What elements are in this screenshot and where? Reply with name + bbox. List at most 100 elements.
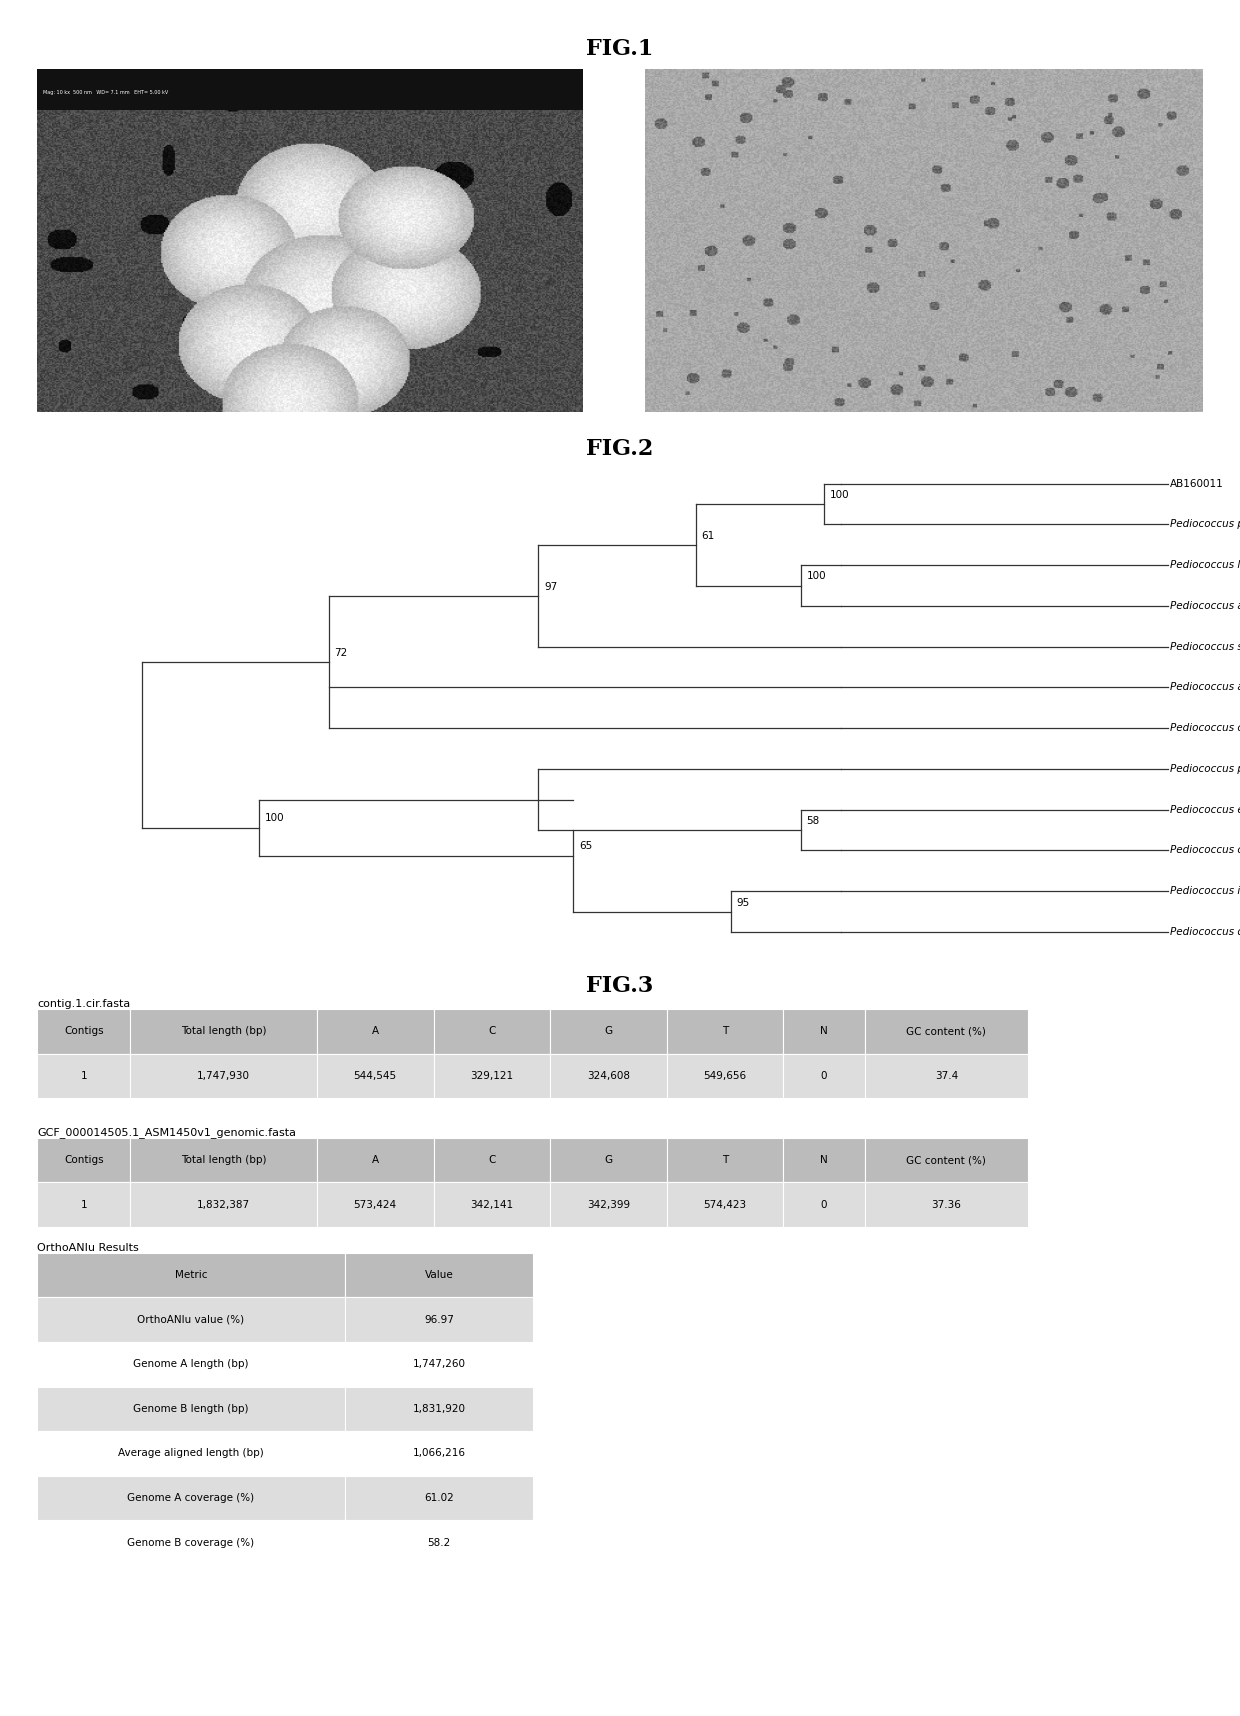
Bar <box>345 1476 533 1520</box>
Bar <box>317 1054 434 1098</box>
Text: 1: 1 <box>81 1071 87 1081</box>
Text: 1,832,387: 1,832,387 <box>197 1199 250 1210</box>
Text: Pediococcus argentinicus AM709786: Pediococcus argentinicus AM709786 <box>1171 683 1240 693</box>
Text: Pediococcus cellicola AY956788: Pediococcus cellicola AY956788 <box>1171 846 1240 856</box>
Text: C: C <box>489 1026 496 1036</box>
Bar <box>551 1009 667 1054</box>
Text: Pediococcus lolii BANK01000051: Pediococcus lolii BANK01000051 <box>1171 559 1240 570</box>
Bar <box>37 1009 130 1054</box>
Bar <box>130 1054 317 1098</box>
Text: 574,423: 574,423 <box>703 1199 746 1210</box>
Bar <box>864 1054 1028 1098</box>
Text: OrthoANIu Results: OrthoANIu Results <box>37 1242 139 1253</box>
Text: 97: 97 <box>544 582 558 592</box>
Bar <box>37 1182 130 1227</box>
Bar <box>551 1138 667 1182</box>
Text: 58.2: 58.2 <box>428 1538 450 1548</box>
Bar <box>345 1431 533 1476</box>
Text: 58: 58 <box>806 817 820 825</box>
Bar <box>345 1387 533 1431</box>
Text: Contigs: Contigs <box>64 1026 104 1036</box>
Bar <box>345 1342 533 1387</box>
Bar <box>345 1520 533 1565</box>
Text: Average aligned length (bp): Average aligned length (bp) <box>118 1448 264 1459</box>
Text: N: N <box>820 1155 828 1165</box>
Text: N: N <box>820 1026 828 1036</box>
Text: Total length (bp): Total length (bp) <box>181 1155 267 1165</box>
Text: Value: Value <box>424 1270 454 1280</box>
Text: 324,608: 324,608 <box>587 1071 630 1081</box>
Text: 100: 100 <box>264 813 284 824</box>
Bar <box>434 1138 551 1182</box>
Text: 1,747,260: 1,747,260 <box>413 1359 465 1369</box>
Text: 61.02: 61.02 <box>424 1493 454 1503</box>
Text: Metric: Metric <box>175 1270 207 1280</box>
Text: 72: 72 <box>335 649 347 657</box>
Text: Pediococcus pentosaceus AJ305321: Pediococcus pentosaceus AJ305321 <box>1171 520 1240 530</box>
Text: FIG.2: FIG.2 <box>587 438 653 460</box>
Text: contig.1.cir.fasta: contig.1.cir.fasta <box>37 999 130 1009</box>
Bar <box>864 1009 1028 1054</box>
Text: 0: 0 <box>821 1071 827 1081</box>
Text: G: G <box>604 1026 613 1036</box>
Bar <box>37 1138 130 1182</box>
Text: 1: 1 <box>81 1199 87 1210</box>
Bar <box>345 1253 533 1297</box>
Bar <box>37 1431 345 1476</box>
Text: Pediococcus acidilactici GL397069: Pediococcus acidilactici GL397069 <box>1171 601 1240 611</box>
Bar <box>784 1138 864 1182</box>
Bar <box>864 1138 1028 1182</box>
Bar <box>784 1009 864 1054</box>
Text: 65: 65 <box>579 841 593 851</box>
Bar <box>434 1054 551 1098</box>
Bar <box>37 69 583 110</box>
Text: Mag: 10 kx  500 nm   WD= 7.1 mm   EHT= 5.00 kV: Mag: 10 kx 500 nm WD= 7.1 mm EHT= 5.00 k… <box>42 91 167 94</box>
Bar <box>130 1009 317 1054</box>
Bar <box>434 1182 551 1227</box>
Text: FIG.1: FIG.1 <box>587 38 653 60</box>
Bar <box>130 1182 317 1227</box>
Text: 329,121: 329,121 <box>470 1071 513 1081</box>
Bar <box>667 1054 784 1098</box>
Text: OrthoANIu value (%): OrthoANIu value (%) <box>138 1314 244 1325</box>
Text: 342,399: 342,399 <box>587 1199 630 1210</box>
Text: 573,424: 573,424 <box>353 1199 397 1210</box>
Text: 37.36: 37.36 <box>931 1199 961 1210</box>
Text: C: C <box>489 1155 496 1165</box>
Bar <box>37 1520 345 1565</box>
Text: T: T <box>722 1155 728 1165</box>
Bar <box>551 1054 667 1098</box>
Text: Genome B coverage (%): Genome B coverage (%) <box>128 1538 254 1548</box>
Bar <box>37 1342 345 1387</box>
Text: 1,831,920: 1,831,920 <box>413 1404 465 1414</box>
Text: 61: 61 <box>702 530 714 541</box>
Bar <box>37 1054 130 1098</box>
Text: 0: 0 <box>821 1199 827 1210</box>
Bar <box>317 1009 434 1054</box>
Text: Pediococcus damnosus D87678: Pediococcus damnosus D87678 <box>1171 927 1240 937</box>
Text: 549,656: 549,656 <box>703 1071 746 1081</box>
Text: GC content (%): GC content (%) <box>906 1155 986 1165</box>
Text: Pediococcus inopinatus AJ271383: Pediococcus inopinatus AJ271383 <box>1171 885 1240 896</box>
Text: Genome A length (bp): Genome A length (bp) <box>133 1359 249 1369</box>
Bar <box>551 1182 667 1227</box>
Text: 1,066,216: 1,066,216 <box>413 1448 465 1459</box>
Text: 1,747,930: 1,747,930 <box>197 1071 250 1081</box>
Text: 37.4: 37.4 <box>935 1071 959 1081</box>
Text: Pediococcus ethanolidurans AY956789: Pediococcus ethanolidurans AY956789 <box>1171 805 1240 815</box>
Text: Total length (bp): Total length (bp) <box>181 1026 267 1036</box>
Text: Pediococcus claussenii CP003137: Pediococcus claussenii CP003137 <box>1171 722 1240 733</box>
Text: Genome B length (bp): Genome B length (bp) <box>133 1404 249 1414</box>
Text: 96.97: 96.97 <box>424 1314 454 1325</box>
Bar <box>784 1054 864 1098</box>
Text: Genome A coverage (%): Genome A coverage (%) <box>128 1493 254 1503</box>
Text: Pediococcus stilesii AJ973157: Pediococcus stilesii AJ973157 <box>1171 642 1240 652</box>
Text: 544,545: 544,545 <box>353 1071 397 1081</box>
Bar <box>37 1387 345 1431</box>
Text: AB160011: AB160011 <box>1171 479 1224 489</box>
Text: FIG.3: FIG.3 <box>587 975 653 997</box>
Bar <box>667 1009 784 1054</box>
Bar <box>667 1138 784 1182</box>
Bar <box>434 1009 551 1054</box>
Bar <box>130 1138 317 1182</box>
